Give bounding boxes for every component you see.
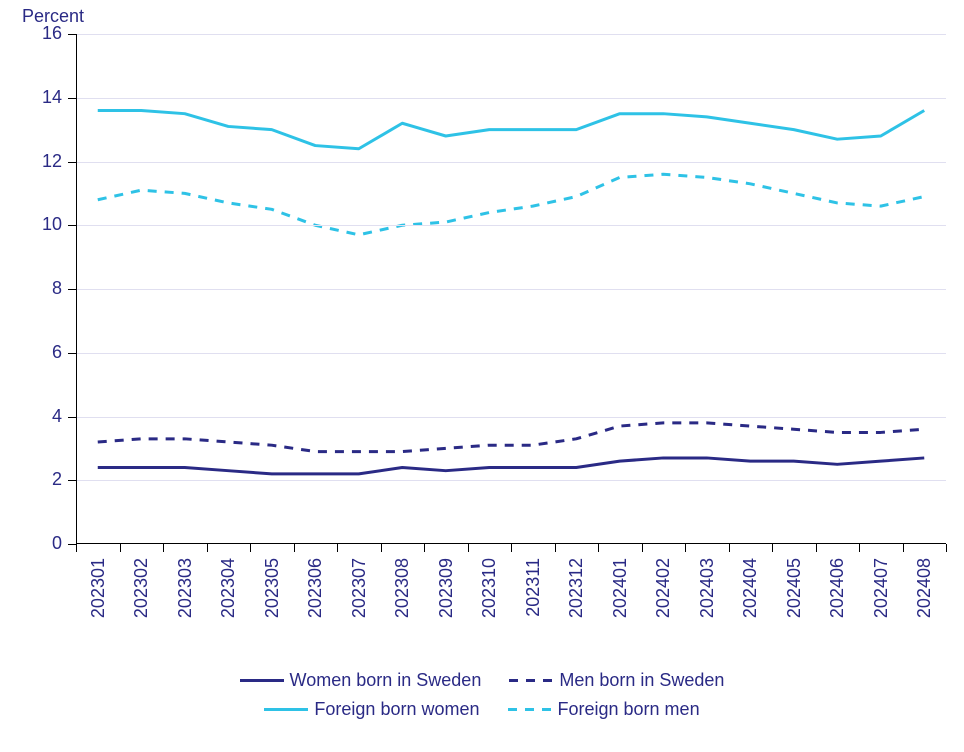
- x-tick-label: 202407: [871, 558, 892, 618]
- legend-label: Women born in Sweden: [290, 670, 482, 691]
- gridline: [76, 417, 946, 418]
- y-tick-mark: [68, 417, 76, 418]
- x-tick-label: 202304: [218, 558, 239, 618]
- x-tick-mark: [294, 544, 295, 552]
- x-tick-mark: [76, 544, 77, 552]
- legend-swatch: [509, 679, 553, 682]
- legend-label: Foreign born women: [314, 699, 479, 720]
- y-tick-mark: [68, 480, 76, 481]
- series-line: [98, 111, 925, 149]
- x-tick-label: 202305: [262, 558, 283, 618]
- y-tick-label: 12: [42, 151, 62, 172]
- y-tick-label: 0: [52, 533, 62, 554]
- x-tick-mark: [250, 544, 251, 552]
- y-tick-label: 6: [52, 342, 62, 363]
- y-tick-mark: [68, 162, 76, 163]
- legend-label: Foreign born men: [558, 699, 700, 720]
- y-tick-label: 16: [42, 23, 62, 44]
- x-tick-label: 202302: [131, 558, 152, 618]
- legend-swatch: [508, 708, 552, 711]
- y-tick-mark: [68, 98, 76, 99]
- x-tick-label: 202307: [349, 558, 370, 618]
- gridline: [76, 225, 946, 226]
- x-tick-label: 202404: [740, 558, 761, 618]
- legend-item: Men born in Sweden: [509, 670, 724, 691]
- x-tick-label: 202306: [305, 558, 326, 618]
- x-tick-label: 202402: [653, 558, 674, 618]
- x-tick-mark: [903, 544, 904, 552]
- legend-swatch: [240, 679, 284, 682]
- plot-area: [76, 34, 946, 544]
- legend-swatch: [264, 708, 308, 711]
- y-tick-mark: [68, 34, 76, 35]
- x-tick-mark: [381, 544, 382, 552]
- x-tick-label: 202303: [175, 558, 196, 618]
- x-tick-mark: [642, 544, 643, 552]
- gridline: [76, 480, 946, 481]
- x-tick-mark: [816, 544, 817, 552]
- x-tick-mark: [685, 544, 686, 552]
- x-tick-label: 202403: [697, 558, 718, 618]
- x-tick-label: 202312: [566, 558, 587, 618]
- x-tick-label: 202301: [88, 558, 109, 618]
- x-tick-label: 202311: [523, 558, 544, 617]
- x-tick-mark: [946, 544, 947, 552]
- x-tick-mark: [424, 544, 425, 552]
- x-tick-mark: [729, 544, 730, 552]
- y-tick-label: 8: [52, 278, 62, 299]
- gridline: [76, 34, 946, 35]
- legend-item: Women born in Sweden: [240, 670, 482, 691]
- x-tick-mark: [163, 544, 164, 552]
- series-line: [98, 423, 925, 452]
- x-tick-mark: [337, 544, 338, 552]
- gridline: [76, 162, 946, 163]
- x-tick-label: 202308: [392, 558, 413, 618]
- legend-label: Men born in Sweden: [559, 670, 724, 691]
- x-tick-mark: [772, 544, 773, 552]
- x-tick-mark: [511, 544, 512, 552]
- y-tick-label: 10: [42, 214, 62, 235]
- y-tick-mark: [68, 289, 76, 290]
- x-tick-label: 202405: [784, 558, 805, 618]
- gridline: [76, 98, 946, 99]
- y-tick-label: 2: [52, 469, 62, 490]
- x-tick-label: 202401: [610, 558, 631, 618]
- x-tick-label: 202406: [827, 558, 848, 618]
- x-tick-mark: [207, 544, 208, 552]
- x-tick-label: 202310: [479, 558, 500, 618]
- x-tick-mark: [859, 544, 860, 552]
- legend: Women born in Sweden Men born in Sweden Fo…: [0, 670, 964, 720]
- x-tick-mark: [598, 544, 599, 552]
- x-tick-mark: [468, 544, 469, 552]
- x-tick-label: 202309: [436, 558, 457, 618]
- legend-row: Foreign born women Foreign born men: [264, 699, 699, 720]
- chart-container: Percent Women born in SwedenMen born in …: [0, 0, 964, 752]
- y-axis-line: [76, 34, 77, 544]
- y-tick-mark: [68, 353, 76, 354]
- y-tick-label: 14: [42, 87, 62, 108]
- x-tick-mark: [555, 544, 556, 552]
- gridline: [76, 289, 946, 290]
- legend-item: Foreign born men: [508, 699, 700, 720]
- y-tick-label: 4: [52, 406, 62, 427]
- y-tick-mark: [68, 225, 76, 226]
- x-tick-label: 202408: [914, 558, 935, 618]
- legend-item: Foreign born women: [264, 699, 479, 720]
- legend-row: Women born in Sweden Men born in Sweden: [240, 670, 725, 691]
- y-tick-mark: [68, 544, 76, 545]
- x-tick-mark: [120, 544, 121, 552]
- series-line: [98, 458, 925, 474]
- gridline: [76, 353, 946, 354]
